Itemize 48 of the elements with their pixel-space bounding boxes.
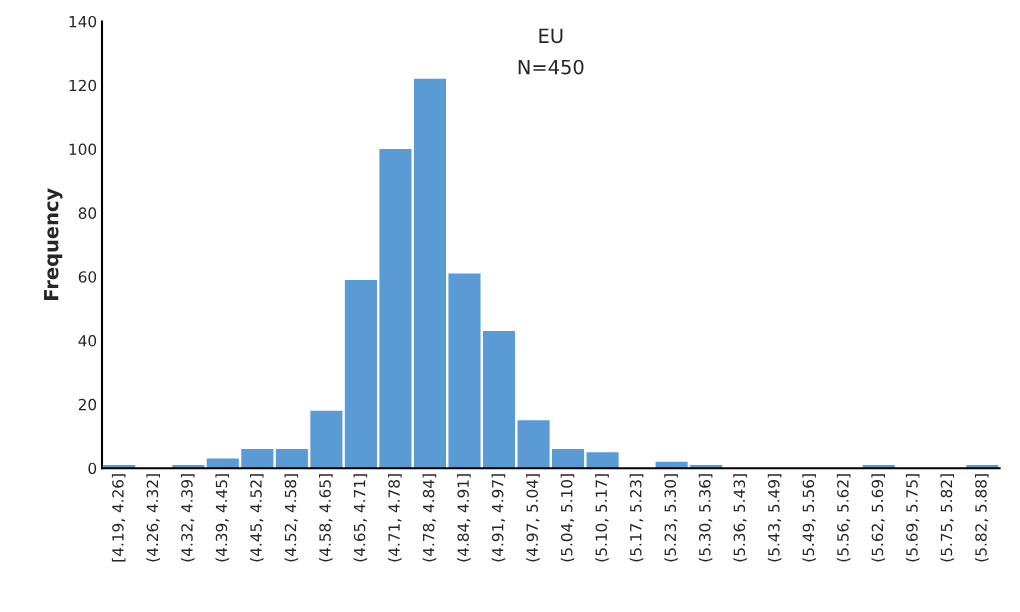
x-tick-label: (4.39, 4.45]	[215, 474, 230, 562]
bar	[413, 78, 447, 469]
x-tick-label: (5.23, 5.30]	[664, 474, 678, 562]
bar	[275, 449, 308, 469]
x-tick-label: (5.69, 5.75]	[905, 474, 920, 562]
x-tick-label: (5.30, 5.36]	[698, 474, 713, 562]
x-tick-label: (4.91, 4.97]	[491, 474, 506, 562]
y-tick-label: 60	[78, 271, 97, 283]
y-tick-label: 40	[78, 335, 97, 347]
bar	[586, 452, 619, 469]
x-tick-label: (5.75, 5.82]	[940, 474, 955, 562]
x-tick-label: (4.26, 4.32]	[146, 474, 161, 562]
x-tick-label: [4.19, 4.26]	[111, 474, 126, 562]
y-axis-title: Frequency	[44, 188, 63, 300]
x-tick-label: (5.43, 5.49]	[767, 474, 782, 562]
x-tick-label: (5.82, 5.88]	[974, 474, 989, 562]
bar	[241, 449, 274, 469]
x-tick-label: (4.65, 4.71]	[353, 474, 368, 562]
bar	[482, 330, 516, 469]
x-tick-label: (5.10, 5.17]	[595, 474, 609, 562]
bar	[517, 420, 550, 469]
x-tick-label: (4.32, 4.39]	[180, 474, 195, 562]
x-tick-label: (4.45, 4.52]	[249, 474, 264, 562]
x-tick-label: (5.49, 5.56]	[802, 474, 816, 562]
x-tick-label: (5.17, 5.23]	[629, 474, 644, 562]
y-tick-label: 0	[88, 462, 97, 475]
x-tick-label: (5.56, 5.62]	[836, 474, 851, 562]
x-tick-label: (4.78, 4.84]	[422, 474, 437, 562]
y-tick-label: 140	[69, 15, 97, 28]
x-tick-label: (4.52, 4.58]	[284, 474, 299, 562]
x-tick-label: (4.71, 4.78]	[388, 474, 402, 562]
y-tick-label: 20	[78, 398, 97, 411]
bar	[379, 149, 412, 469]
bar	[310, 410, 343, 469]
text: N=450	[518, 59, 584, 75]
x-tick-label: (5.62, 5.69]	[871, 474, 885, 562]
x-tick-label: (4.58, 4.65]	[319, 474, 333, 562]
chart-title: EU	[539, 28, 563, 44]
x-tick-label: (5.04, 5.10]	[560, 474, 575, 562]
y-tick-label: 120	[69, 79, 97, 92]
bar	[344, 279, 377, 469]
y-tick-label: 100	[69, 143, 97, 156]
bar	[552, 449, 585, 469]
x-tick-label: (5.36, 5.43]	[733, 474, 747, 562]
bar	[448, 273, 481, 469]
x-tick-label: (4.97, 5.04]	[526, 474, 540, 562]
y-tick-label: 80	[78, 207, 97, 219]
x-tick-label: (4.84, 4.91]	[457, 474, 471, 562]
